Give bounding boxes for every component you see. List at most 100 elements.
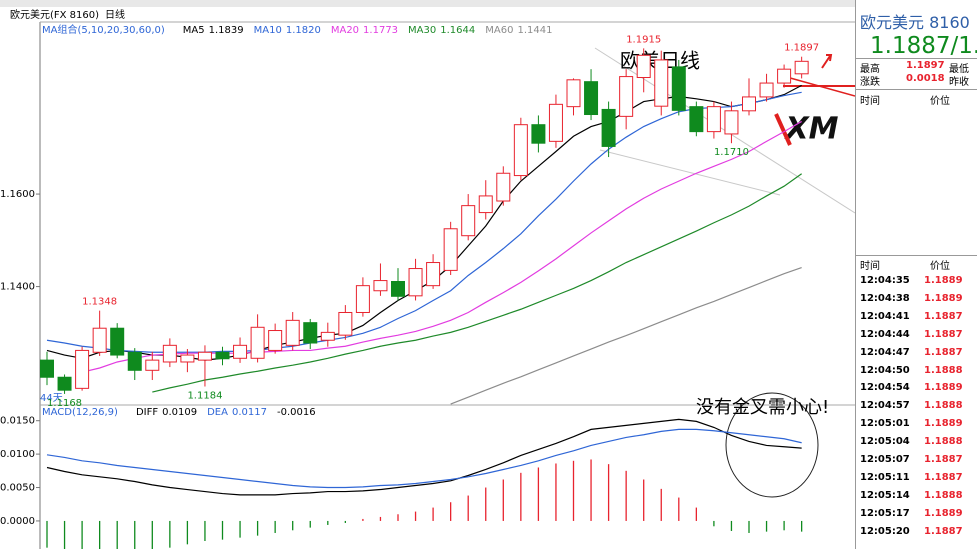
candle-body <box>391 280 405 297</box>
candle-body <box>724 110 739 135</box>
tick-time: 12:05:17 <box>860 507 910 519</box>
candle-body <box>496 172 511 202</box>
field-label: 昨收 <box>949 77 969 88</box>
line <box>46 91 802 353</box>
candle-body <box>426 262 441 287</box>
extreme-label: 1.1915 <box>626 34 661 45</box>
candle-body <box>794 60 809 75</box>
y-tick-label: 0.0150 <box>0 416 35 427</box>
tick-price: 1.1888 <box>924 364 963 376</box>
field-label: 最高 <box>860 64 880 75</box>
tick-time: 12:05:07 <box>860 454 910 465</box>
candle-body <box>531 124 546 144</box>
tick-time: 12:04:57 <box>860 400 910 412</box>
column-header: 时间 <box>860 96 880 107</box>
field-value: 0.0018 <box>906 73 945 84</box>
quote-title: 欧元美元 8160 <box>860 13 970 32</box>
extreme-label: 1.1184 <box>187 390 222 401</box>
candle-body <box>742 96 756 112</box>
candle-body <box>75 349 90 389</box>
candle-body <box>461 205 476 237</box>
legend-name: MA10 <box>254 25 282 36</box>
candle-body <box>408 268 423 297</box>
candle-body <box>373 280 388 292</box>
tick-price: 1.1887 <box>924 525 963 537</box>
legend-name: MA60 <box>485 25 513 36</box>
candle-body <box>706 106 721 133</box>
candle-body <box>268 330 283 351</box>
field-value: 1.1897 <box>906 60 945 71</box>
candle-body <box>689 106 704 133</box>
candle-body <box>443 228 458 271</box>
field-label: 最低 <box>949 64 969 75</box>
tick-price: 1.1888 <box>924 436 963 448</box>
candle-body <box>145 359 160 371</box>
period: 日线 <box>105 8 125 21</box>
extreme-label: 1.1897 <box>784 43 819 54</box>
svg-text:XM: XM <box>784 112 839 147</box>
tick-price: 1.1889 <box>924 382 963 394</box>
symbol: 欧元美元(FX 8160) <box>10 8 99 21</box>
field-label: 涨跌 <box>860 77 880 88</box>
candle-body <box>671 66 686 111</box>
legend-value: 1.1644 <box>440 25 475 36</box>
divider <box>856 89 977 90</box>
extreme-label: 1.1168 <box>47 398 82 409</box>
extreme-label: 1.1348 <box>82 297 117 308</box>
candle-body <box>355 285 370 313</box>
y-tick-label: 1.1400 <box>0 282 35 293</box>
candle-body <box>759 82 774 98</box>
legend-value: 0.0109 <box>162 407 197 418</box>
candle-body <box>513 124 528 177</box>
legend-value: 1.1773 <box>363 25 398 36</box>
marker-line <box>782 75 855 97</box>
highlight-circle <box>725 392 819 498</box>
tick-price: 1.1889 <box>924 275 963 286</box>
legend-name: MA5 <box>183 25 205 36</box>
column-header: 价位 <box>930 96 950 107</box>
tick-price: 1.1887 <box>924 346 963 358</box>
divider <box>856 255 977 256</box>
candle-body <box>92 327 107 353</box>
candle-body <box>57 376 72 391</box>
arrow <box>821 54 833 69</box>
tick-price: 1.1888 <box>924 400 963 412</box>
tick-price: 1.1887 <box>924 328 963 340</box>
legend-name: MA20 <box>331 25 359 36</box>
candle-body <box>180 354 195 363</box>
y-tick-label: 0.0050 <box>0 483 35 494</box>
divider <box>856 58 977 59</box>
days-label: 44天 <box>40 393 63 404</box>
candle-body <box>478 195 493 214</box>
tick-price: 1.1889 <box>924 418 963 430</box>
tick-time: 12:04:41 <box>860 310 910 322</box>
candle-body <box>162 344 177 363</box>
candle-body <box>601 108 616 147</box>
candle-body <box>584 81 599 116</box>
candle-body <box>250 326 265 359</box>
tick-time: 12:05:11 <box>860 471 910 483</box>
column-header: 时间 <box>860 261 880 272</box>
legend-name: MA30 <box>408 25 436 36</box>
legend-name: DEA <box>207 407 228 418</box>
indicator-label: MACD(12,26,9) <box>42 407 118 418</box>
tick-time: 12:05:01 <box>860 418 910 430</box>
candle-body <box>285 319 300 346</box>
column-header: 价位 <box>930 261 950 272</box>
y-tick-label: 1.1600 <box>0 189 35 200</box>
chart: 欧元美元(FX 8160) 日线 XM 欧美日线 44天 没有金叉需小心! 1.… <box>0 0 855 549</box>
candle-body <box>320 331 335 341</box>
y-tick-label: 0.0000 <box>0 516 35 527</box>
candle-body <box>636 54 651 79</box>
candle-body <box>777 68 792 84</box>
tick-time: 12:04:38 <box>860 292 910 304</box>
top-strip <box>0 0 855 7</box>
tick-time: 12:05:04 <box>860 436 910 448</box>
line <box>152 173 802 393</box>
legend-value: 1.1839 <box>209 25 244 36</box>
line <box>46 428 802 489</box>
tick-price: 1.1889 <box>924 507 963 519</box>
trend-line <box>599 149 781 196</box>
